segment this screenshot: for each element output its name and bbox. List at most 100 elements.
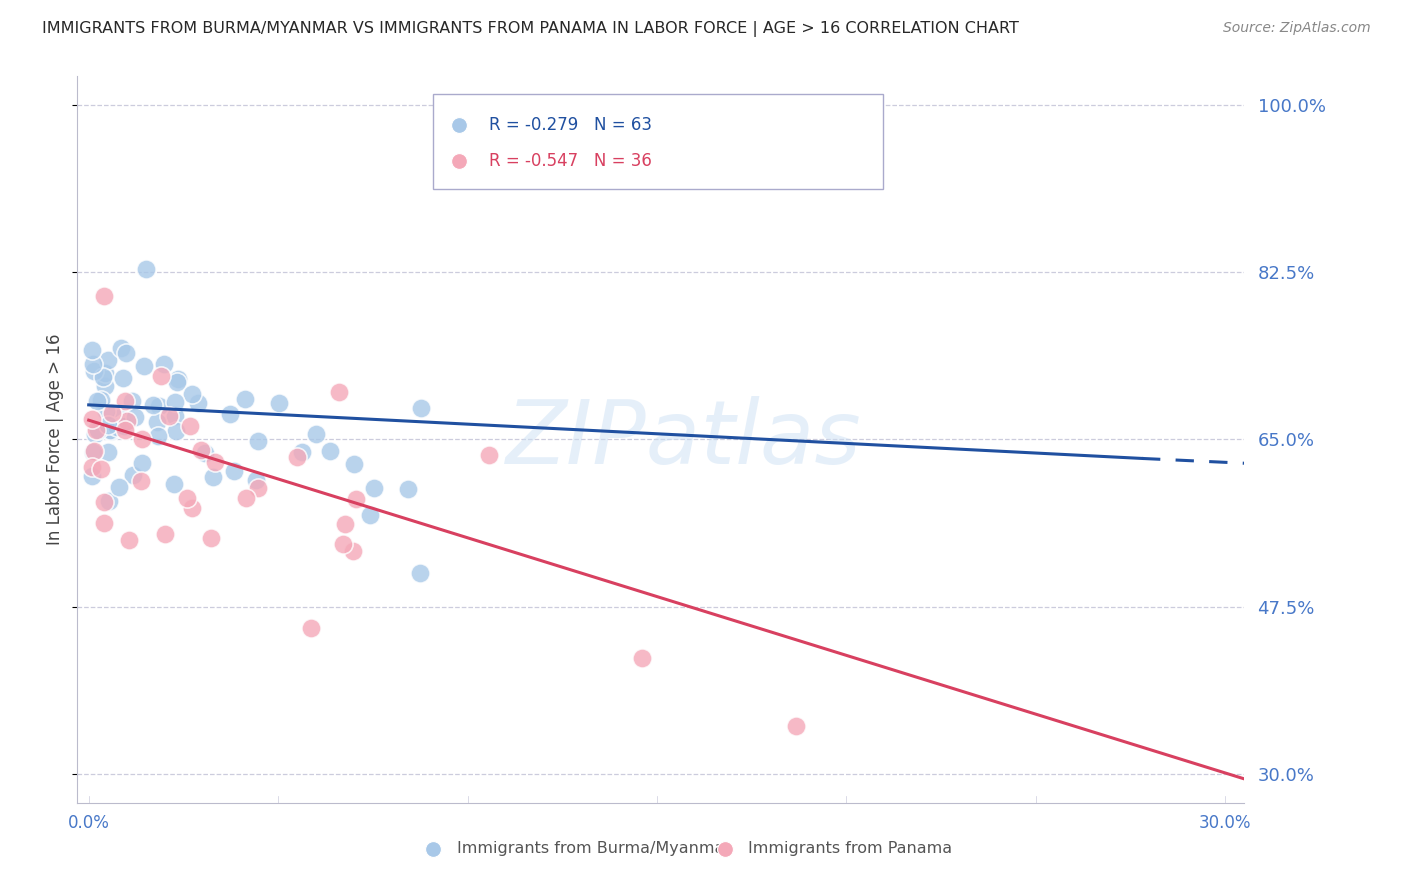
Point xyxy=(152,357,174,371)
Point xyxy=(121,393,143,408)
Point xyxy=(194,446,217,460)
Point xyxy=(343,458,366,472)
Point xyxy=(1316,161,1339,176)
Text: Immigrants from Burma/Myanmar: Immigrants from Burma/Myanmar xyxy=(457,841,731,856)
Text: 0.0%: 0.0% xyxy=(67,814,110,832)
Text: Immigrants from Panama: Immigrants from Panama xyxy=(748,841,952,856)
Point xyxy=(149,368,172,383)
Point xyxy=(319,444,342,458)
Point xyxy=(90,462,112,476)
Point xyxy=(359,508,381,522)
Point xyxy=(82,444,104,458)
Point xyxy=(202,470,225,484)
Point xyxy=(100,424,122,438)
Point xyxy=(246,434,269,449)
Point xyxy=(342,544,364,558)
Point xyxy=(90,392,112,407)
Point xyxy=(344,491,367,506)
Point xyxy=(165,424,187,438)
Point xyxy=(82,469,104,483)
Point xyxy=(328,385,350,400)
Point xyxy=(112,418,135,433)
Point xyxy=(114,423,136,437)
Point xyxy=(98,423,121,437)
Point xyxy=(269,396,291,410)
Y-axis label: In Labor Force | Age > 16: In Labor Force | Age > 16 xyxy=(46,334,65,545)
Point xyxy=(105,420,128,434)
Point xyxy=(82,459,104,474)
Point xyxy=(163,394,186,409)
Point xyxy=(179,419,201,434)
Point xyxy=(132,359,155,374)
Point xyxy=(112,370,135,384)
Text: Source: ZipAtlas.com: Source: ZipAtlas.com xyxy=(1223,21,1371,36)
Point xyxy=(87,423,110,437)
Point xyxy=(200,531,222,545)
Point xyxy=(82,343,104,357)
Point xyxy=(285,450,308,464)
Point xyxy=(131,432,153,446)
Point xyxy=(478,448,501,462)
Point xyxy=(630,651,652,665)
Point xyxy=(165,409,187,423)
Point xyxy=(148,400,170,414)
Point xyxy=(82,412,104,426)
Point xyxy=(235,491,257,505)
Point xyxy=(97,418,120,433)
Point xyxy=(224,464,246,478)
Point xyxy=(305,426,328,441)
Point xyxy=(84,426,107,441)
Point xyxy=(115,414,138,428)
Point xyxy=(131,456,153,470)
Point xyxy=(97,444,120,458)
Point xyxy=(408,566,430,580)
Point xyxy=(107,480,129,494)
Point xyxy=(785,719,807,733)
Point xyxy=(93,516,115,530)
Point xyxy=(94,366,117,380)
Point xyxy=(110,342,132,356)
Point xyxy=(176,491,198,505)
Point xyxy=(409,401,432,415)
Point xyxy=(112,417,135,431)
Point xyxy=(93,289,115,303)
Point xyxy=(163,476,186,491)
Text: ZIPatlas: ZIPatlas xyxy=(506,396,862,483)
Point xyxy=(122,467,145,482)
Point xyxy=(1316,210,1339,224)
Point xyxy=(82,357,104,371)
Text: IMMIGRANTS FROM BURMA/MYANMAR VS IMMIGRANTS FROM PANAMA IN LABOR FORCE | AGE > 1: IMMIGRANTS FROM BURMA/MYANMAR VS IMMIGRA… xyxy=(42,21,1019,37)
Point xyxy=(219,407,242,421)
Point xyxy=(335,516,357,531)
Point xyxy=(245,473,267,487)
Point xyxy=(157,409,180,424)
Point xyxy=(93,494,115,508)
Point xyxy=(181,500,204,515)
Point xyxy=(83,443,105,458)
Point xyxy=(180,387,202,401)
Point xyxy=(83,364,105,378)
FancyBboxPatch shape xyxy=(433,94,883,188)
Point xyxy=(114,393,136,408)
Point xyxy=(166,376,188,390)
Text: R = -0.279   N = 63: R = -0.279 N = 63 xyxy=(489,116,652,134)
Point xyxy=(84,423,107,437)
Point xyxy=(129,475,152,489)
Point xyxy=(124,409,146,424)
Point xyxy=(187,396,209,410)
Point xyxy=(86,394,108,409)
Point xyxy=(115,346,138,360)
Point xyxy=(363,482,385,496)
Point xyxy=(190,442,212,457)
Text: 30.0%: 30.0% xyxy=(1199,814,1251,832)
Point xyxy=(135,262,157,277)
Point xyxy=(96,404,118,418)
Point xyxy=(233,392,256,406)
Point xyxy=(246,481,269,495)
Point xyxy=(148,428,170,442)
Point xyxy=(332,537,354,551)
Point xyxy=(153,527,176,541)
Point xyxy=(97,353,120,368)
Point xyxy=(101,405,124,419)
Point xyxy=(299,621,322,635)
